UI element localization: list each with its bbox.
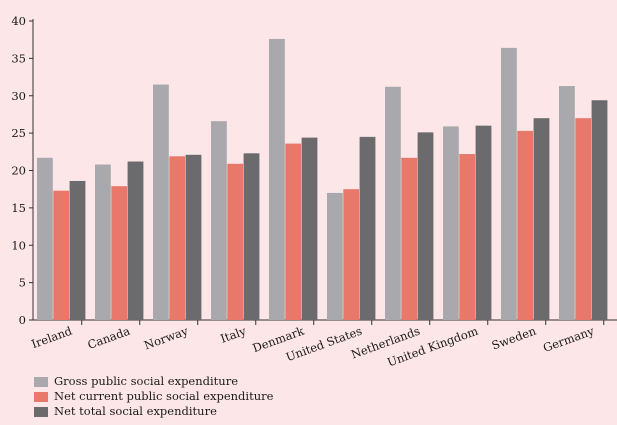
bar-norway-net-total-social-expenditure (185, 154, 202, 320)
bar-united-kingdom-gross-public-social-expenditure (443, 126, 459, 321)
bar-ireland-net-current-public-social-expenditure (53, 190, 70, 320)
bar-italy-gross-public-social-expenditure (211, 121, 227, 320)
legend-swatch-net-total (34, 406, 48, 417)
bar-united-states-gross-public-social-expenditure (327, 192, 343, 320)
legend-label-gross: Gross public social expenditure (54, 374, 239, 388)
y-tick-label: 5 (19, 276, 26, 290)
x-tick-label-norway: Norway (142, 323, 190, 352)
y-tick-label: 20 (11, 164, 26, 178)
bar-canada-net-total-social-expenditure (127, 161, 144, 320)
x-tick-label-italy: Italy (218, 323, 248, 345)
bar-canada-net-current-public-social-expenditure (111, 186, 128, 320)
y-tick-label: 25 (11, 126, 26, 140)
bar-norway-gross-public-social-expenditure (153, 84, 169, 320)
x-tick-label-canada: Canada (86, 324, 132, 352)
y-tick-label: 15 (11, 201, 26, 215)
x-tick-label-germany: Germany (541, 323, 596, 355)
bar-germany-net-current-public-social-expenditure (575, 118, 592, 320)
legend-item-net-current: Net current public social expenditure (34, 389, 273, 404)
y-tick-label: 0 (19, 313, 26, 327)
legend-swatch-net-current (34, 391, 48, 402)
x-tick-label-ireland: Ireland (29, 323, 74, 351)
bar-norway-net-current-public-social-expenditure (169, 156, 186, 320)
bar-sweden-net-current-public-social-expenditure (517, 130, 534, 320)
legend: Gross public social expenditure Net curr… (34, 374, 273, 419)
bar-sweden-gross-public-social-expenditure (501, 47, 517, 320)
y-tick-label: 30 (11, 89, 26, 103)
legend-label-net-current: Net current public social expenditure (54, 389, 274, 403)
bar-germany-gross-public-social-expenditure (559, 86, 575, 320)
bar-germany-net-total-social-expenditure (591, 100, 608, 320)
bar-ireland-gross-public-social-expenditure (37, 157, 53, 320)
legend-swatch-gross (34, 376, 48, 387)
x-tick-label-sweden: Sweden (490, 323, 539, 352)
bar-ireland-net-total-social-expenditure (69, 180, 86, 320)
bar-united-states-net-total-social-expenditure (359, 136, 376, 320)
bar-denmark-net-current-public-social-expenditure (285, 143, 302, 320)
y-tick-label: 35 (11, 51, 26, 65)
bar-united-states-net-current-public-social-expenditure (343, 189, 360, 320)
bar-denmark-net-total-social-expenditure (301, 137, 318, 320)
legend-item-net-total: Net total social expenditure (34, 404, 273, 419)
bar-netherlands-net-current-public-social-expenditure (401, 157, 418, 320)
bar-italy-net-current-public-social-expenditure (227, 163, 244, 320)
bar-canada-gross-public-social-expenditure (95, 164, 111, 320)
bar-italy-net-total-social-expenditure (243, 153, 260, 320)
y-tick-label: 10 (11, 238, 26, 252)
bar-netherlands-net-total-social-expenditure (417, 132, 434, 320)
bar-netherlands-gross-public-social-expenditure (385, 86, 401, 320)
legend-item-gross: Gross public social expenditure (34, 374, 273, 389)
bar-denmark-gross-public-social-expenditure (269, 38, 285, 320)
bar-sweden-net-total-social-expenditure (533, 118, 550, 320)
bar-united-kingdom-net-current-public-social-expenditure (459, 154, 476, 320)
legend-label-net-total: Net total social expenditure (54, 404, 217, 418)
y-tick-label: 40 (11, 14, 26, 28)
bar-united-kingdom-net-total-social-expenditure (475, 125, 492, 321)
